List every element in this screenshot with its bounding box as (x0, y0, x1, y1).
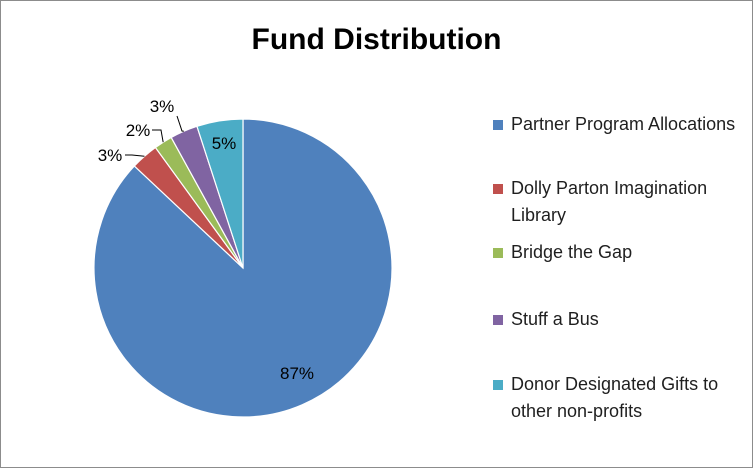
data-label-bridge-the-gap: 2% (126, 121, 151, 140)
legend-item-partner-program: Partner Program Allocations (493, 111, 741, 138)
legend-swatch (493, 184, 503, 194)
pie-slice-partner-program (93, 118, 393, 418)
leader-line-dolly-parton (125, 154, 145, 157)
pie-slice-donor-designated (196, 118, 244, 269)
pie-slices (93, 118, 393, 418)
legend-label: Bridge the Gap (511, 242, 633, 262)
legend-label: Dolly Parton Imagination Library (511, 178, 708, 225)
legend-swatch (493, 315, 503, 325)
legend-item-dolly-parton: Dolly Parton Imagination Library (493, 175, 741, 229)
legend-swatch (493, 248, 503, 258)
legend-label: Partner Program Allocations (511, 114, 736, 134)
data-label-partner-program: 87% (280, 364, 314, 383)
leader-line-stuff-a-bus (176, 115, 184, 132)
leader-lines (125, 115, 184, 157)
data-label-stuff-a-bus: 3% (150, 97, 175, 116)
legend-label: Donor Designated Gifts to other non-prof… (511, 374, 719, 421)
data-label-dolly-parton: 3% (98, 146, 123, 165)
legend-swatch (493, 120, 503, 130)
data-labels: 87%3%2%3%5% (98, 97, 314, 383)
chart-title: Fund Distribution (251, 23, 502, 56)
leader-line-bridge-the-gap (152, 129, 164, 143)
data-label-donor-designated: 5% (212, 134, 237, 153)
legend-swatch (493, 380, 503, 390)
legend-item-bridge-the-gap: Bridge the Gap (493, 239, 741, 266)
legend-item-donor-designated: Donor Designated Gifts to other non-prof… (493, 371, 741, 425)
legend-label: Stuff a Bus (511, 309, 599, 329)
legend-item-stuff-a-bus: Stuff a Bus (493, 306, 741, 333)
